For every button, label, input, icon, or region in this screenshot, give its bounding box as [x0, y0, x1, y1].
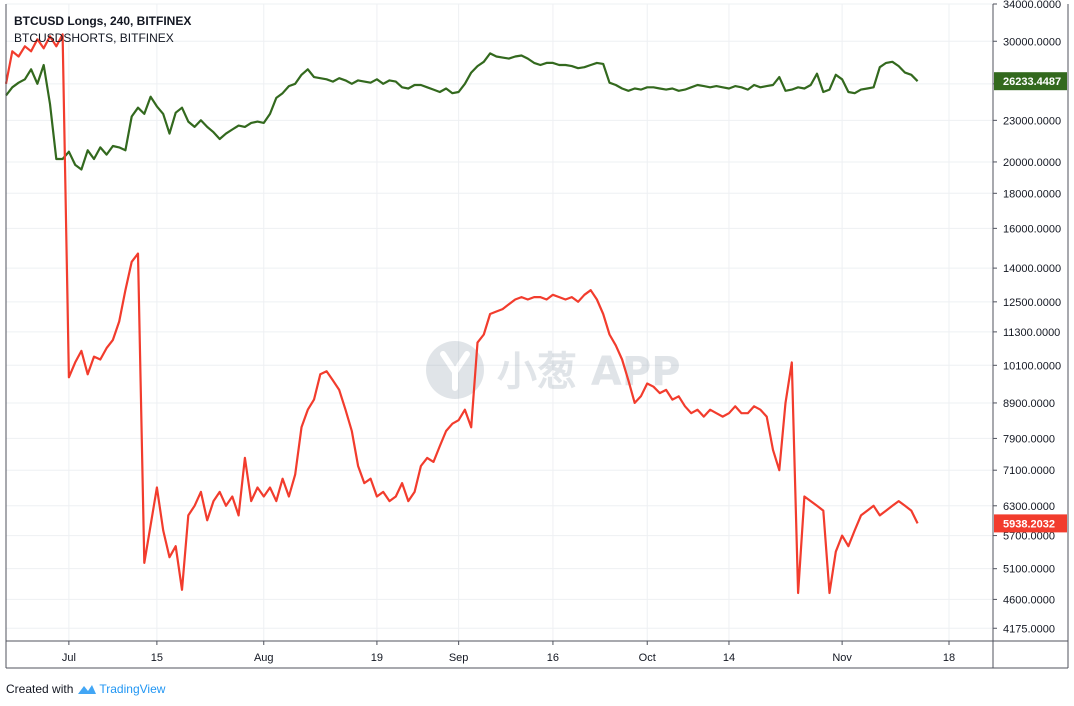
grid [6, 3, 993, 641]
y-tick-label: 18000.0000 [1003, 188, 1061, 200]
x-tick-label: 14 [723, 652, 735, 664]
x-tick-label: Aug [254, 652, 274, 664]
y-tick-label: 4600.0000 [1003, 594, 1055, 606]
y-tick-label: 16000.0000 [1003, 223, 1061, 235]
x-tick-label: Nov [832, 652, 852, 664]
y-axis[interactable]: 34000.000030000.000026000.000023000.0000… [993, 0, 1061, 635]
x-tick-label: 18 [943, 652, 955, 664]
last-value-badge [994, 72, 1067, 91]
series-shorts-line [4, 33, 919, 595]
footer-brand-link[interactable]: TradingView [99, 682, 166, 696]
y-tick-label: 4175.0000 [1003, 623, 1055, 635]
y-tick-label: 5100.0000 [1003, 564, 1055, 576]
x-tick-label: 19 [371, 652, 383, 664]
y-tick-label: 5700.0000 [1003, 531, 1055, 543]
tradingview-logo-icon [78, 685, 97, 694]
y-tick-label: 7900.0000 [1003, 433, 1055, 445]
y-tick-label: 12500.0000 [1003, 297, 1061, 309]
series-group [4, 33, 919, 595]
footer-prefix: Created with [6, 682, 74, 696]
y-tick-label: 30000.0000 [1003, 36, 1061, 48]
y-tick-label: 8900.0000 [1003, 398, 1055, 410]
x-axis[interactable]: Jul 15 Aug 19 Sep 16 Oct 14 Nov 18 [62, 641, 955, 664]
chart-title: BTCUSD Longs, 240, BITFINEX [14, 14, 191, 28]
y-tick-label: 20000.0000 [1003, 157, 1061, 169]
y-tick-label: 6300.0000 [1003, 501, 1055, 513]
chart-subtitle: BTCUSDSHORTS, BITFINEX [14, 31, 174, 45]
x-tick-label: Jul [62, 652, 76, 664]
last-value-badge [994, 514, 1067, 533]
last-value-label: 5938.2032 [1003, 518, 1055, 530]
series-longs-line [5, 52, 919, 171]
watermark-text: 小葱 APP [497, 349, 681, 395]
y-tick-label: 7100.0000 [1003, 465, 1055, 477]
x-tick-label: Sep [449, 652, 469, 664]
watermark-logo-icon [426, 341, 484, 399]
y-tick-label: 34000.0000 [1003, 0, 1061, 11]
last-value-label: 26233.4487 [1003, 76, 1061, 88]
footer: Created with TradingView [6, 679, 165, 699]
x-tick-label: Oct [639, 652, 656, 664]
watermark: 小葱 APP [426, 341, 681, 399]
y-tick-label: 23000.0000 [1003, 115, 1061, 127]
y-tick-label: 11300.0000 [1003, 327, 1060, 339]
x-tick-label: 15 [151, 652, 163, 664]
last-value-labels: 26233.4487 5938.2032 [994, 72, 1067, 533]
x-tick-label: 16 [547, 652, 559, 664]
y-tick-label: 10100.0000 [1003, 360, 1061, 372]
y-tick-label: 14000.0000 [1003, 263, 1061, 275]
